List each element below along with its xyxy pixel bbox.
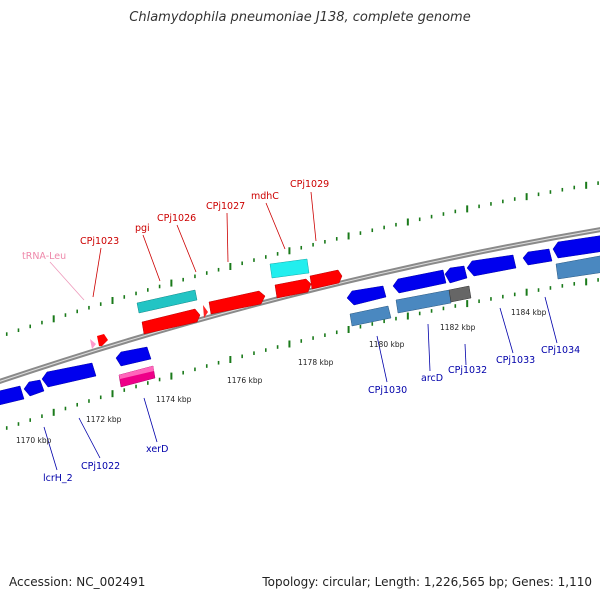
gene-label-cpj1022: CPj1022 bbox=[81, 461, 120, 472]
gene-label-xerd: xerD bbox=[146, 444, 168, 455]
gene-arrow-cpj1034[interactable] bbox=[552, 235, 600, 259]
gene-arrow-cpj1026[interactable] bbox=[203, 305, 208, 318]
gene-label-cpj1033: CPj1033 bbox=[496, 355, 535, 366]
gene-label-cpj1023: CPj1023 bbox=[80, 236, 119, 247]
scale-label: 1174 kbp bbox=[156, 395, 192, 404]
gene-arrow[interactable] bbox=[115, 346, 152, 367]
gene-arrow-arcd[interactable] bbox=[392, 269, 447, 294]
gene-arrow-cpj1029[interactable] bbox=[309, 269, 343, 290]
gene-arrow-mdhc[interactable] bbox=[274, 278, 312, 299]
scale-label: 1178 kbp bbox=[298, 358, 334, 367]
scale-label: 1176 kbp bbox=[227, 376, 263, 385]
feature-box[interactable] bbox=[395, 289, 452, 314]
gene-arrow-lcrh2[interactable] bbox=[0, 385, 25, 406]
gene-label-lcrh2: lcrH_2 bbox=[43, 473, 73, 484]
gene-arrow-cpj1033[interactable] bbox=[466, 254, 517, 277]
gene-arrow-cpj1023[interactable] bbox=[97, 334, 108, 346]
gene-arrow-cpj1030[interactable] bbox=[346, 285, 387, 306]
scale-label: 1180 kbp bbox=[369, 340, 405, 349]
feature-box[interactable] bbox=[555, 255, 600, 280]
gene-arrow[interactable] bbox=[23, 379, 45, 397]
gene-arrow-pgi[interactable] bbox=[141, 308, 201, 335]
gene-label-mdhc: mdhC bbox=[251, 191, 279, 202]
gene-arrow-trna-leu[interactable] bbox=[90, 339, 96, 349]
feature-box[interactable] bbox=[448, 285, 472, 303]
feature-box[interactable] bbox=[269, 258, 310, 279]
gene-arrow-cpj1032[interactable] bbox=[444, 265, 468, 284]
map-title: Chlamydophila pneumoniae J138, complete … bbox=[129, 10, 471, 25]
gene-label-cpj1029: CPj1029 bbox=[290, 179, 329, 190]
gene-arrow-cpj1027[interactable] bbox=[208, 290, 266, 315]
gene-label-cpj1034: CPj1034 bbox=[541, 345, 580, 356]
gene-label-cpj1032: CPj1032 bbox=[448, 365, 487, 376]
scale-label: 1182 kbp bbox=[440, 323, 476, 332]
gene-label-cpj1026: CPj1026 bbox=[157, 213, 196, 224]
gene-label-cpj1030: CPj1030 bbox=[368, 385, 407, 396]
gene-arrow-cpj1022[interactable] bbox=[41, 362, 97, 388]
gene-label-cpj1027: CPj1027 bbox=[206, 201, 245, 212]
accession-text: Accession: NC_002491 bbox=[9, 575, 146, 589]
feature-box[interactable] bbox=[136, 289, 198, 314]
feature-box[interactable] bbox=[349, 305, 392, 327]
gene-label-pgi: pgi bbox=[135, 223, 150, 234]
scale-label: 1184 kbp bbox=[511, 308, 547, 317]
scale-label: 1172 kbp bbox=[86, 415, 122, 424]
scale-ticks bbox=[5, 181, 599, 430]
scale-label: 1170 kbp bbox=[16, 436, 52, 445]
gene-arrow[interactable] bbox=[522, 248, 553, 266]
gene-label-arcd: arcD bbox=[421, 373, 443, 384]
topology-text: Topology: circular; Length: 1,226,565 bp… bbox=[262, 575, 592, 589]
gene-label-trna-leu: tRNA-Leu bbox=[22, 251, 66, 262]
